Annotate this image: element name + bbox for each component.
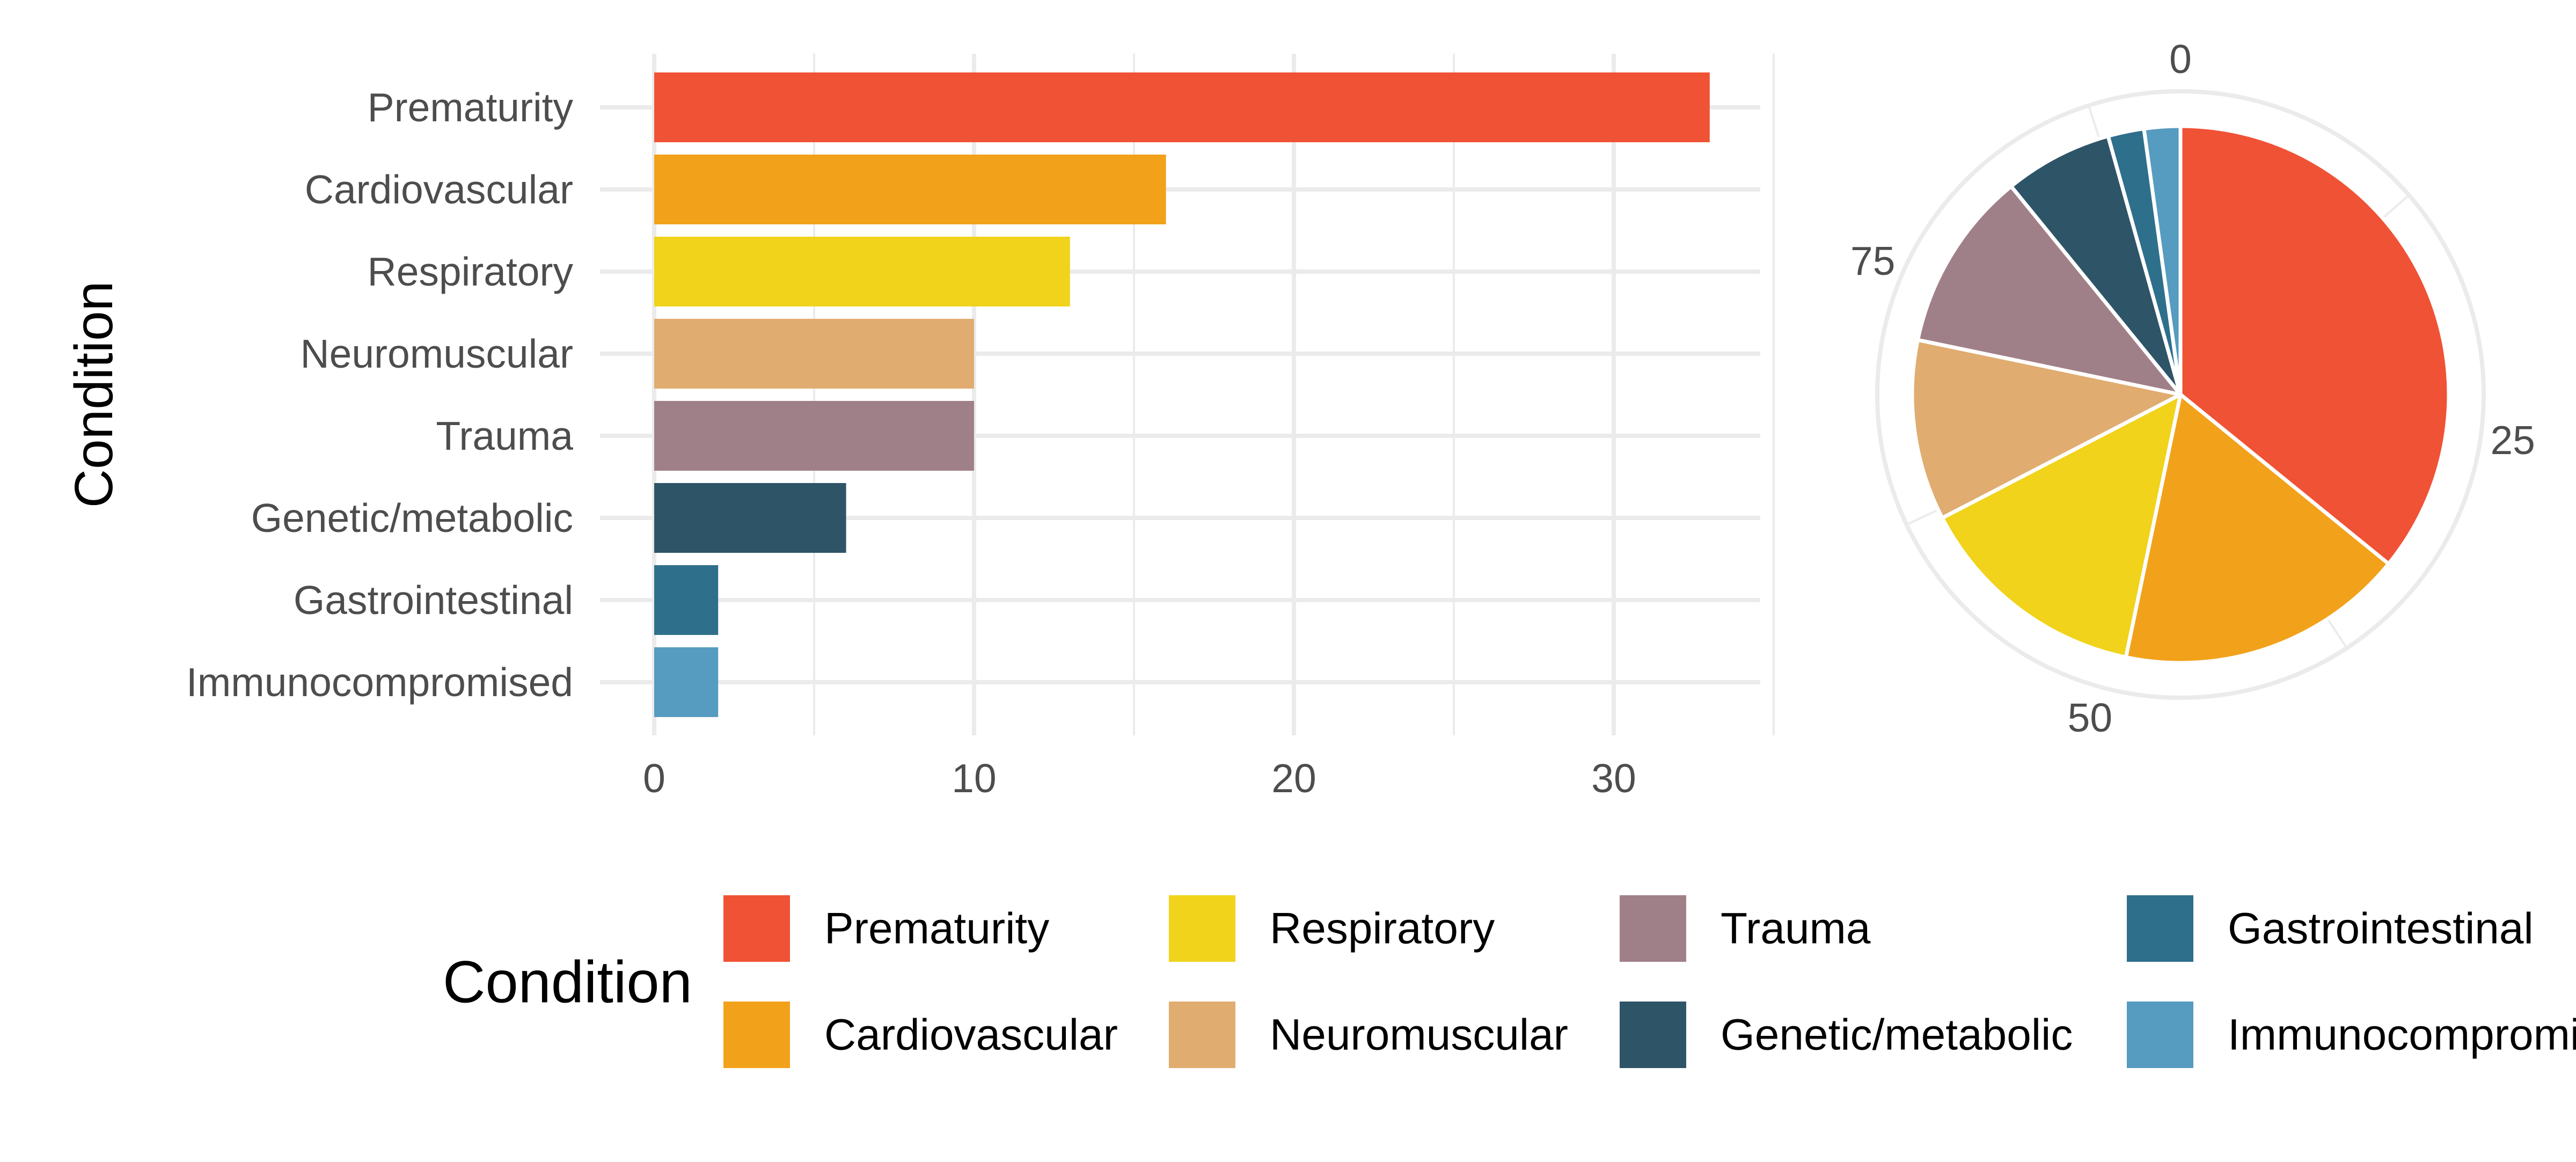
y-tick-label-genetic-metabolic: Genetic/metabolic <box>251 495 573 540</box>
bar-chart-bars <box>654 72 1710 717</box>
x-tick-label-0: 0 <box>643 756 665 801</box>
legend-label-neuromuscular: Neuromuscular <box>1270 1011 1568 1059</box>
x-tick-label-20: 20 <box>1271 756 1316 801</box>
legend-key-trauma <box>1620 895 1686 962</box>
bar-respiratory <box>654 237 1070 306</box>
y-tick-label-cardiovascular: Cardiovascular <box>305 167 573 212</box>
legend-label-immunocompromised: Immunocompromised <box>2228 1011 2576 1059</box>
legend-key-immunocompromised <box>2127 1002 2193 1068</box>
bar-prematurity <box>654 72 1710 142</box>
pie-tick-label-25: 25 <box>2490 418 2535 463</box>
legend-key-genetic-metabolic <box>1620 1002 1686 1068</box>
pie-grid-minor-37-5 <box>2326 618 2348 649</box>
bar-gastrointestinal <box>654 565 719 635</box>
pie-slice-respiratory <box>1940 392 2183 660</box>
legend-item-genetic-metabolic: Genetic/metabolic <box>1620 1002 2073 1068</box>
legend-title: Condition <box>443 949 692 1015</box>
bar-immunocompromised <box>654 647 719 717</box>
pie-slice-prematurity <box>2178 124 2451 566</box>
legend-label-trauma: Trauma <box>1721 904 1871 953</box>
legend: Condition Prematurity Cardiovascular Respi… <box>443 895 2576 1068</box>
legend-key-gastrointestinal <box>2127 895 2193 962</box>
y-tick-label-gastrointestinal: Gastrointestinal <box>294 578 573 623</box>
legend-item-immunocompromised: Immunocompromised <box>2127 1002 2576 1068</box>
legend-item-gastrointestinal: Gastrointestinal <box>2127 895 2534 962</box>
legend-items: Prematurity Cardiovascular Respiratory Neur… <box>723 895 2576 1068</box>
legend-label-respiratory: Respiratory <box>1270 904 1495 953</box>
pie-tick-label-75: 75 <box>1850 238 1895 283</box>
y-tick-label-immunocompromised: Immunocompromised <box>186 660 573 705</box>
bar-trauma <box>654 401 974 471</box>
bar-chart-y-axis-title: Condition <box>64 281 124 508</box>
legend-label-genetic-metabolic: Genetic/metabolic <box>1721 1011 2073 1059</box>
bar-neuromuscular <box>654 319 974 389</box>
x-tick-label-10: 10 <box>952 756 996 801</box>
pie-grid-minor-12-5 <box>2382 194 2410 219</box>
pie-chart-panel: 0 25 50 75 <box>1850 36 2535 740</box>
y-tick-label-prematurity: Prematurity <box>368 85 574 130</box>
pie-chart-angular-tick-labels: 0 25 50 75 <box>1850 36 2535 740</box>
pie-grid-minor-87-5 <box>2088 105 2101 140</box>
legend-label-gastrointestinal: Gastrointestinal <box>2228 904 2534 953</box>
legend-item-trauma: Trauma <box>1620 895 1871 962</box>
legend-item-neuromuscular: Neuromuscular <box>1169 1002 1568 1068</box>
pie-slice-genetic-metabolic <box>2009 134 2183 397</box>
pie-slice-cardiovascular <box>2124 392 2391 665</box>
x-tick-label-30: 30 <box>1591 756 1636 801</box>
bar-chart-y-tick-labels: Prematurity Cardiovascular Respiratory Neur… <box>186 85 574 705</box>
legend-key-prematurity <box>723 895 790 962</box>
legend-key-cardiovascular <box>723 1002 790 1068</box>
pie-tick-label-50: 50 <box>2068 695 2112 740</box>
y-tick-label-neuromuscular: Neuromuscular <box>300 331 573 376</box>
y-tick-label-respiratory: Respiratory <box>368 249 574 294</box>
legend-label-cardiovascular: Cardiovascular <box>824 1011 1118 1059</box>
legend-item-prematurity: Prematurity <box>723 895 1049 962</box>
pie-slice-trauma <box>1915 184 2183 397</box>
legend-label-prematurity: Prematurity <box>824 904 1049 953</box>
pie-slice-neuromuscular <box>1910 338 2183 520</box>
legend-item-cardiovascular: Cardiovascular <box>723 1002 1118 1068</box>
pie-grid-minor-62-5 <box>1906 508 1939 526</box>
bar-genetic-metabolic <box>654 483 846 553</box>
pie-chart-grid <box>1875 89 2486 700</box>
legend-key-respiratory <box>1169 895 1235 962</box>
bar-chart-panel: Prematurity Cardiovascular Respiratory Neur… <box>64 54 1775 801</box>
bar-chart-x-tick-labels: 0 10 20 30 <box>643 756 1636 801</box>
pie-tick-label-0: 0 <box>2169 36 2192 82</box>
pie-slice-immunocompromised <box>2142 124 2183 397</box>
pie-grid-outer-ring <box>1875 89 2486 700</box>
legend-item-respiratory: Respiratory <box>1169 895 1495 962</box>
legend-key-neuromuscular <box>1169 1002 1235 1068</box>
bar-cardiovascular <box>654 155 1166 224</box>
pie-chart-slices <box>1910 124 2451 665</box>
y-tick-label-trauma: Trauma <box>436 413 573 458</box>
